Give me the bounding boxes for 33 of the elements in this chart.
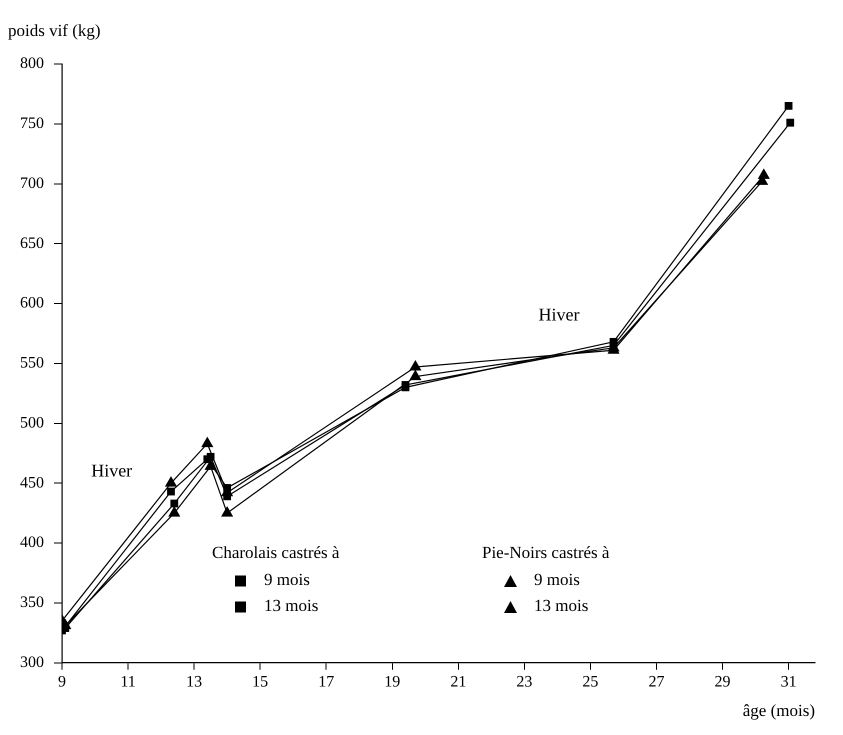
x-tick-label: 9 (58, 674, 66, 691)
annotation: Hiver (91, 460, 132, 482)
x-tick-label: 17 (318, 674, 334, 691)
y-tick-label: 300 (20, 654, 44, 672)
x-tick-label: 19 (384, 674, 400, 691)
x-tick-label: 21 (450, 674, 466, 691)
y-tick-label: 650 (20, 234, 44, 252)
x-tick-label: 29 (714, 674, 731, 691)
y-tick-label: 700 (20, 174, 44, 192)
y-tick-label: 400 (20, 534, 44, 552)
y-tick-label: 750 (20, 115, 44, 132)
y-tick-label: 550 (20, 354, 44, 372)
x-tick-label: 25 (582, 674, 598, 691)
legend-label: 9 mois (533, 568, 581, 591)
x-tick-label: 31 (780, 674, 797, 691)
legend-label: 9 mois (263, 568, 311, 591)
annotation: Charolais castrés à (212, 542, 340, 563)
y-axis-title: poids vif (kg) (8, 20, 101, 40)
x-tick-label: 11 (120, 674, 136, 691)
x-tick-label: 13 (186, 674, 202, 691)
y-tick-label: 450 (20, 474, 44, 492)
y-tick-label: 800 (20, 55, 44, 72)
legend-label: 13 mois (263, 594, 320, 617)
x-tick-label: 27 (648, 674, 664, 691)
x-tick-label: 15 (252, 674, 268, 691)
x-axis-title: âge (mois) (742, 700, 815, 720)
x-tick-label: 23 (516, 674, 532, 691)
y-tick-label: 600 (20, 294, 44, 312)
annotation: Pie-Noirs castrés à (482, 542, 610, 563)
y-tick-label: 350 (20, 594, 44, 612)
y-tick-label: 500 (20, 414, 44, 432)
legend-label: 13 mois (533, 594, 590, 617)
annotation: Hiver (538, 304, 580, 326)
